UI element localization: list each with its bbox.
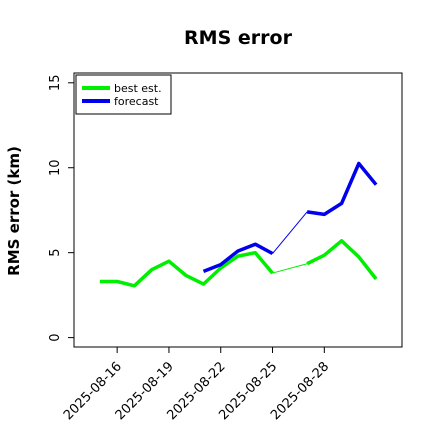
series-line-forecast <box>306 161 378 217</box>
series-line-forecast <box>202 242 274 274</box>
gap-connector-best-est <box>272 263 308 274</box>
y-axis-label: RMS error (km) <box>5 146 23 276</box>
series-line-best-est <box>99 250 274 288</box>
gap-connector-forecast <box>272 211 308 254</box>
series-lines <box>99 161 378 288</box>
x-axis: 2025-08-162025-08-192025-08-222025-08-25… <box>61 347 332 423</box>
chart-title: RMS error <box>184 27 293 49</box>
y-axis: 0 5 10 15 <box>48 75 74 342</box>
legend-label-best-est: best est. <box>114 82 162 95</box>
legend-label-forecast: forecast <box>114 95 159 108</box>
y-tick-label: 15 <box>48 75 63 92</box>
legend: best est. forecast <box>75 74 172 115</box>
y-tick-label: 0 <box>48 333 63 341</box>
legend-box <box>75 74 172 115</box>
plot-frame <box>73 72 403 348</box>
y-tick-label: 10 <box>48 159 63 176</box>
series-line-best-est <box>306 239 378 281</box>
y-tick-label: 5 <box>48 249 63 257</box>
gap-connectors <box>272 211 308 274</box>
